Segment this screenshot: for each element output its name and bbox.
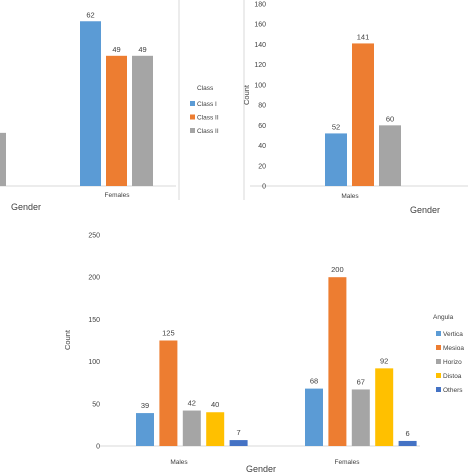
panel-c-y-tick-150: 150: [88, 317, 100, 324]
panel-b-bar-label-2: 60: [386, 114, 394, 123]
panel-a-legend-item-2-swatch: [190, 128, 195, 133]
panel-b-y-tick-80: 80: [258, 103, 266, 110]
panel-c-bar-label-1-4: 6: [406, 429, 410, 438]
panel-b-x-axis-title: Gender: [410, 205, 440, 215]
panel-b-y-tick-40: 40: [258, 143, 266, 150]
panel-b-y-tick-60: 60: [258, 123, 266, 130]
panel-b-y-tick-0: 0: [262, 184, 266, 191]
panel-c-bar-0-1: [159, 340, 178, 446]
panel-c-bar-label-0-3: 40: [211, 400, 219, 409]
panel-a-legend-item-0-swatch: [190, 101, 195, 106]
panel-c-bar-0-4: [229, 440, 248, 446]
panel-b-y-tick-120: 120: [254, 62, 266, 69]
panel-c-bar-label-1-1: 200: [331, 265, 344, 274]
panel-c-bar-1-4: [398, 440, 417, 446]
panel-a-bar-2: [132, 55, 153, 186]
panel-b-y-tick-140: 140: [254, 42, 266, 49]
panel-c-legend-item-1-swatch: [436, 345, 441, 350]
panel-c-bar-1-2: [351, 389, 370, 446]
panel-c-bar-label-0-1: 125: [162, 329, 175, 338]
panel-c-legend-item-0-label: Vertica: [443, 331, 463, 338]
panel-c-y-tick-250: 250: [88, 233, 100, 240]
panel-a-legend-item-1-swatch: [190, 114, 195, 120]
panel-c-bar-label-1-0: 68: [310, 377, 318, 386]
panel-b-y-tick-180: 180: [254, 2, 266, 9]
panel-c-legend-item-2-swatch: [436, 359, 441, 364]
panel-a-legend-item-0-label: Class I: [197, 101, 217, 108]
panel-a-legend-title: Class: [197, 85, 214, 92]
panel-c-legend-item-3-swatch: [436, 373, 441, 378]
panel-c-legend-item-2-label: Horizo: [443, 359, 462, 366]
panel-b-bar-label-0: 52: [332, 122, 340, 131]
panel-c-category-label-1: Females: [335, 459, 361, 466]
panel-b-category-label: Males: [341, 193, 359, 200]
panel-a-category-label: Females: [105, 192, 131, 199]
panel-a-bar-label-1: 49: [112, 45, 120, 54]
panel-c-bar-1-0: [305, 388, 323, 446]
panel-a-bar-label-2: 49: [138, 45, 146, 54]
panel-a-bar-label-0: 62: [86, 10, 94, 19]
panel-c-legend-title: Angula: [433, 314, 454, 321]
panel-c-bar-label-0-2: 42: [188, 399, 196, 408]
panel-c-bar-label-1-2: 67: [357, 377, 365, 386]
panel-b-bar-label-1: 141: [357, 32, 370, 41]
panel-c-legend-item-3-label: Distoa: [443, 373, 462, 380]
panel-c-bar-0-3: [206, 412, 225, 446]
panel-a-bar-0: [80, 21, 101, 187]
panel-c-bar-1-3: [375, 368, 394, 446]
panel-c-y-tick-50: 50: [92, 401, 100, 408]
panel-b-bar-0: [325, 133, 347, 186]
panel-b-y-tick-160: 160: [254, 22, 266, 29]
panel-c-bar-label-0-0: 39: [141, 401, 149, 410]
panel-b-y-axis-title: Count: [242, 84, 251, 105]
panel-a-x-axis-title: Gender: [11, 202, 41, 212]
panel-c-legend-item-4-swatch: [436, 387, 441, 392]
panel-b-y-tick-20: 20: [258, 163, 266, 170]
panel-c-legend-item-4-label: Others: [443, 387, 463, 394]
panel-a-bar-1: [106, 55, 127, 186]
panel-c-y-axis-title: Count: [63, 329, 72, 350]
panel-a-partial-bar-0: [0, 132, 6, 186]
panel-b-bar-1: [352, 43, 374, 186]
panel-b-y-tick-100: 100: [254, 82, 266, 89]
panel-c-bar-0-0: [136, 413, 154, 446]
panel-b-bar-2: [379, 125, 401, 186]
panel-a-legend-item-1-label: Class II: [197, 115, 219, 122]
panel-c-bar-1-1: [328, 277, 347, 446]
panel-c-bar-label-0-4: 7: [237, 428, 241, 437]
panel-c-y-tick-0: 0: [96, 444, 100, 451]
panel-c-bar-0-2: [182, 410, 201, 446]
panel-c-y-tick-100: 100: [88, 359, 100, 366]
panel-c-y-tick-200: 200: [88, 275, 100, 282]
panel-c-x-axis-title: Gender: [246, 464, 276, 474]
panel-c-legend-item-0-swatch: [436, 331, 441, 336]
panel-a-legend-item-2-label: Class II: [197, 128, 219, 135]
panel-c-bar-label-1-3: 92: [380, 356, 388, 365]
panel-c-legend-item-1-label: Mesioa: [443, 345, 464, 352]
panel-c-category-label-0: Males: [170, 459, 188, 466]
